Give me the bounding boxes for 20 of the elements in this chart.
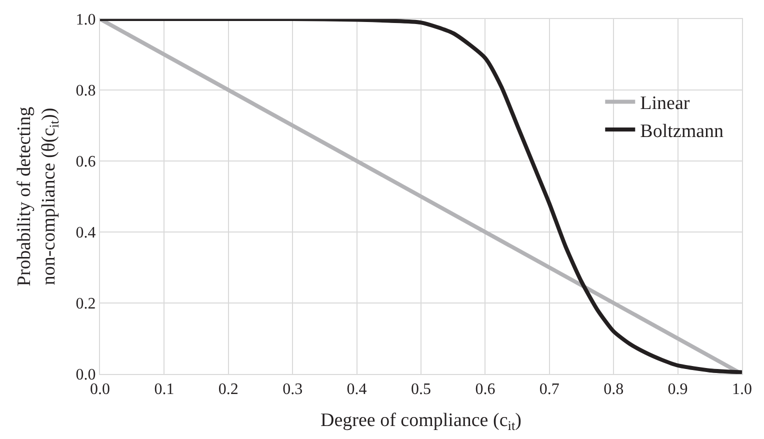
x-axis-title: Degree of compliance (c$_{it}$) (320, 410, 522, 433)
x-tick-label: 0.0 (90, 381, 110, 398)
x-tick-label: 0.1 (154, 381, 174, 398)
x-tick-label: 1.0 (732, 381, 752, 398)
y-tick-label: 0.6 (76, 154, 96, 171)
legend-label: Boltzmann (640, 120, 724, 142)
x-tick-label: 0.2 (218, 381, 238, 398)
x-tick-label: 0.9 (668, 381, 688, 398)
y-tick-label: 0.2 (76, 296, 96, 313)
y-tick-label: 0.8 (76, 82, 96, 100)
legend-label: Linear (640, 93, 690, 114)
x-tick-label: 0.8 (604, 381, 624, 398)
y-tick-label: 0.4 (76, 224, 96, 242)
x-tick-label: 0.6 (475, 381, 496, 398)
x-tick-label: 0.3 (282, 381, 303, 398)
x-tick-label: 0.5 (411, 381, 431, 398)
x-tick-label: 0.4 (346, 381, 367, 398)
y-tick-label: 1.0 (76, 12, 96, 29)
x-tick-label: 0.7 (539, 381, 560, 398)
y-tick-label: 0.0 (76, 366, 96, 384)
